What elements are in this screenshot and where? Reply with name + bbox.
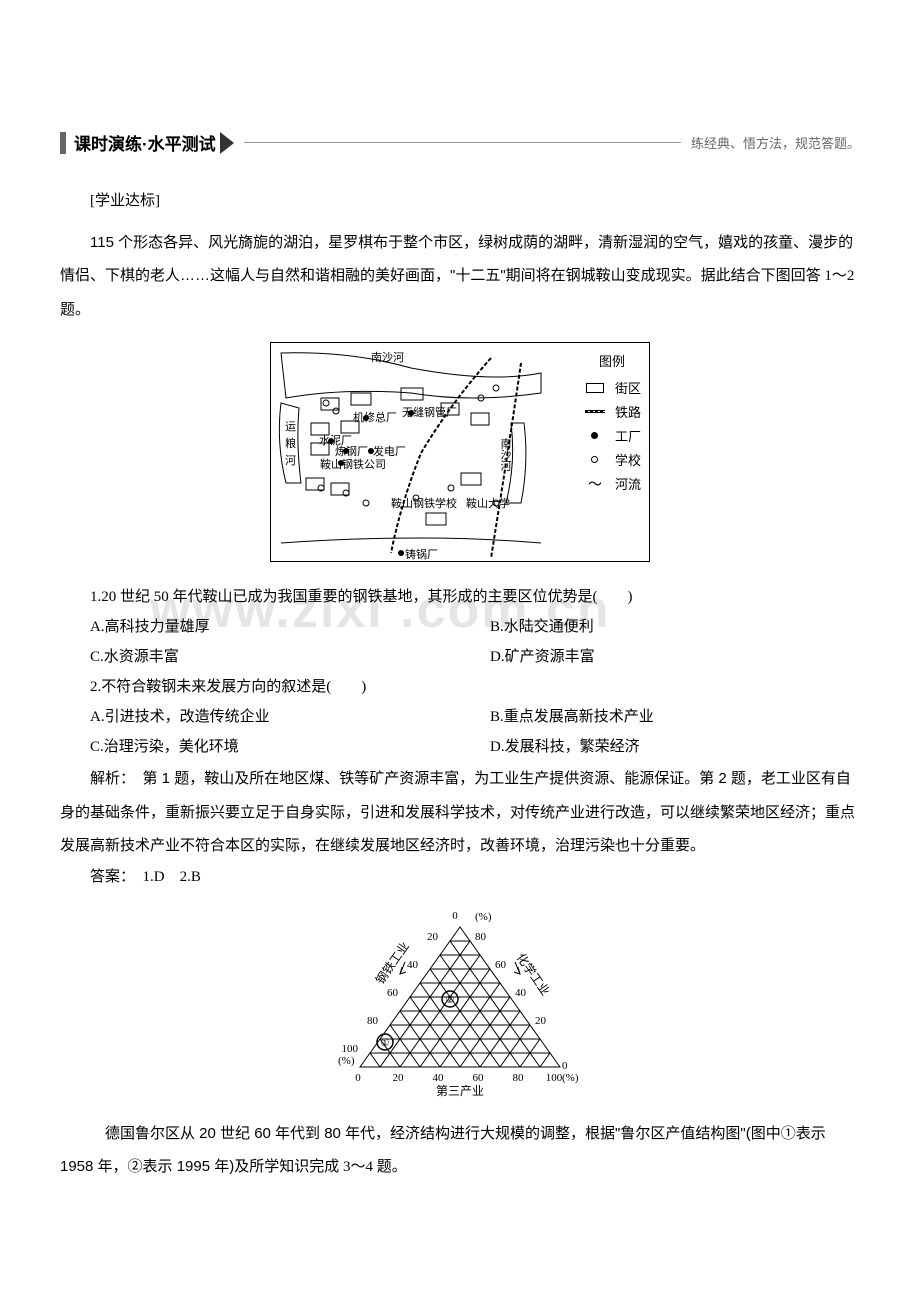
analysis-label: 解析：	[90, 771, 128, 787]
q1-opt-b: B.水陆交通便利	[460, 612, 860, 642]
legend-symbol-rect	[583, 383, 607, 393]
ruhr-bold: 德国鲁尔区从 20 世纪 60 年代到 80 年代，经济结构进行大规模的调整，根…	[60, 1125, 826, 1175]
analysis-paragraph: 解析： 第 1 题，鞍山及所在地区煤、铁等矿产资源丰富，为工业生产提供资源、能源…	[60, 762, 860, 862]
question-1: 1.20 世纪 50 年代鞍山已成为我国重要的钢铁基地，其形成的主要区位优势是(…	[60, 582, 860, 612]
map-label: 河	[285, 452, 296, 468]
legend-item: 〜 河流	[583, 474, 641, 493]
header-banner: 课时演练·水平测试 练经典、悟方法，规范答题。	[60, 130, 860, 155]
legend-item: 工厂	[583, 426, 641, 445]
q2-opt-d: D.发展科技，繁荣经济	[460, 732, 860, 762]
q2-options: A.引进技术，改造传统企业 B.重点发展高新技术产业 C.治理污染，美化环境 D…	[60, 702, 860, 762]
answer-text: 1.D 2.B	[128, 869, 201, 885]
question-2: 2.不符合鞍钢未来发展方向的叙述是( )	[60, 672, 860, 702]
axis-bottom: 第三产业	[436, 1084, 484, 1097]
map-label: 铸锅厂	[405, 546, 438, 562]
document-content: 课时演练·水平测试 练经典、悟方法，规范答题。 [学业达标] 115 个形态各异…	[60, 130, 860, 1184]
banner-subtitle: 练经典、悟方法，规范答题。	[691, 133, 860, 152]
scale: 20	[427, 931, 439, 943]
scale: 40	[407, 959, 419, 971]
map-label: 鞍山钢铁公司	[320, 456, 386, 472]
scale: (%)	[562, 1072, 579, 1084]
legend-symbol-dot	[583, 432, 607, 439]
map-box: 南沙河 运 粮 河 南沙河 机修总厂 无缝钢管厂 水泥厂 炼钢厂 发电厂 鞍山钢…	[270, 342, 650, 562]
banner-bar	[60, 132, 66, 154]
mark-1: ①	[381, 1038, 390, 1049]
scale: 20	[535, 1015, 547, 1027]
banner-title: 课时演练·水平测试	[74, 130, 216, 155]
mark-2: ②	[446, 995, 455, 1006]
map-label: 无缝钢管厂	[402, 404, 457, 420]
legend-symbol-circle	[583, 456, 607, 463]
section-label: [学业达标]	[60, 185, 860, 218]
legend-label: 工厂	[615, 426, 641, 445]
scale: 80	[513, 1072, 525, 1084]
banner-triangle-icon	[220, 132, 234, 154]
legend-symbol-wave: 〜	[583, 477, 607, 491]
q2-opt-c: C.治理污染，美化环境	[60, 732, 460, 762]
legend-label: 街区	[615, 378, 641, 397]
scale: 80	[367, 1015, 379, 1027]
scale: (%)	[338, 1055, 355, 1067]
analysis-text: 第 1 题，鞍山及所在地区煤、铁等矿产资源丰富，为工业生产提供资源、能源保证。第…	[60, 770, 855, 854]
scale: 0	[562, 1060, 568, 1072]
ruhr-tail: 完成 3～4 题。	[309, 1159, 407, 1175]
map-label: 鞍山大学	[466, 495, 510, 511]
label: 南沙河	[371, 352, 404, 364]
triangle-svg: ① ② 0 (%) 80 60 40 20 0 (%) 20 40 60 80 …	[330, 907, 590, 1097]
scale: 40	[433, 1072, 445, 1084]
map-label: 粮	[285, 435, 296, 451]
legend-label: 学校	[615, 450, 641, 469]
q1-opt-a: A.高科技力量雄厚	[60, 612, 460, 642]
banner-line	[244, 142, 681, 143]
answer-paragraph: 答案： 1.D 2.B	[60, 862, 860, 892]
scale: (%)	[475, 911, 492, 923]
q1-options: A.高科技力量雄厚 B.水陆交通便利 C.水资源丰富 D.矿产资源丰富	[60, 612, 860, 672]
legend-item: 街区	[583, 378, 641, 397]
q2-opt-a: A.引进技术，改造传统企业	[60, 702, 460, 732]
legend-item: 学校	[583, 450, 641, 469]
scale: 60	[495, 959, 507, 971]
intro-paragraph: 115 个形态各异、风光旖旎的湖泊，星罗棋布于整个市区，绿树成荫的湖畔，清新湿润…	[60, 226, 860, 327]
legend-box: 图例 街区 铁路 工厂 学校 〜	[583, 351, 641, 498]
scale: 40	[515, 987, 527, 999]
map-label: 南沙河	[371, 349, 404, 365]
map-label: 运	[285, 418, 296, 434]
map-label: 南沙河	[497, 438, 513, 471]
map-label: 鞍山钢铁学校	[391, 495, 457, 511]
scale: 20	[393, 1072, 405, 1084]
legend-label: 河流	[615, 474, 641, 493]
legend-label: 铁路	[615, 402, 641, 421]
map-label: 机修总厂	[353, 409, 397, 425]
triangle-figure: ① ② 0 (%) 80 60 40 20 0 (%) 20 40 60 80 …	[60, 907, 860, 1102]
scale: 0	[355, 1072, 361, 1084]
legend-title: 图例	[583, 351, 641, 370]
answer-label: 答案：	[90, 869, 128, 885]
scale: 0	[452, 910, 458, 922]
legend-item: 铁路	[583, 402, 641, 421]
scale: 100	[342, 1043, 359, 1055]
scale: 60	[473, 1072, 485, 1084]
scale: 80	[475, 931, 487, 943]
q2-opt-b: B.重点发展高新技术产业	[460, 702, 860, 732]
q1-opt-d: D.矿产资源丰富	[460, 642, 860, 672]
scale: 100	[546, 1072, 563, 1084]
scale: 60	[387, 987, 399, 999]
map-figure: 南沙河 运 粮 河 南沙河 机修总厂 无缝钢管厂 水泥厂 炼钢厂 发电厂 鞍山钢…	[60, 342, 860, 567]
q1-opt-c: C.水资源丰富	[60, 642, 460, 672]
legend-symbol-rail	[583, 410, 607, 413]
ruhr-paragraph: 德国鲁尔区从 20 世纪 60 年代到 80 年代，经济结构进行大规模的调整，根…	[60, 1117, 860, 1184]
